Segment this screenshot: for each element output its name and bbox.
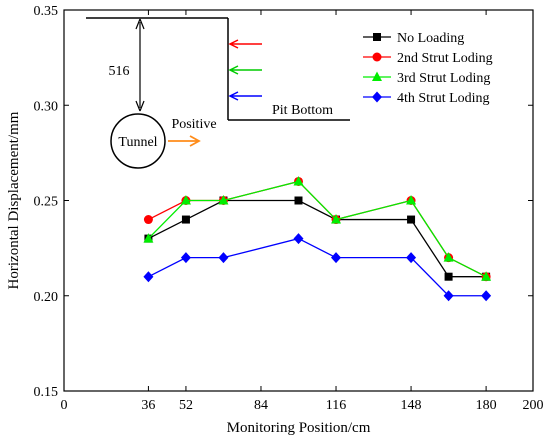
data-point: [331, 214, 342, 224]
legend-item: 2nd Strut Loding: [363, 51, 493, 66]
x-tick-label: 52: [179, 398, 193, 413]
data-point: [218, 195, 229, 205]
data-point: [443, 252, 454, 262]
data-point: [443, 290, 454, 302]
data-point: [293, 175, 304, 186]
depth-label-bg: [106, 60, 132, 80]
data-point: [331, 252, 342, 264]
y-ticks: 0.15 0.20 0.25 0.30 0.35: [34, 4, 533, 400]
data-point: [143, 215, 153, 225]
legend-label: 3rd Strut Loding: [397, 71, 490, 86]
data-point: [143, 271, 154, 283]
data-point: [180, 195, 191, 205]
data-point: [407, 215, 416, 224]
green-load-arrow-icon: [228, 65, 262, 75]
data-point: [444, 272, 453, 281]
series-line: [148, 237, 487, 297]
series-group: [143, 175, 492, 302]
pit-bottom-label: Pit Bottom: [272, 103, 333, 118]
depth-label: 516: [109, 64, 130, 79]
tunnel-label: Tunnel: [118, 135, 157, 150]
data-point: [294, 196, 303, 205]
data-point: [293, 233, 304, 245]
data-point: [218, 252, 229, 264]
x-tick-label: 84: [254, 398, 268, 413]
x-axis-label: Monitoring Position/cm: [227, 420, 371, 436]
legend-item: 4th Strut Loding: [363, 91, 490, 106]
y-tick-label: 0.15: [34, 385, 59, 400]
blue-load-arrow-icon: [228, 91, 262, 101]
y-tick-label: 0.25: [34, 195, 59, 210]
legend-label: 2nd Strut Loding: [397, 51, 493, 66]
series-line: [147, 180, 487, 278]
legend-marker: [373, 33, 381, 41]
x-tick-label: 200: [523, 398, 544, 413]
series-4: [143, 233, 492, 302]
positive-label: Positive: [171, 117, 216, 132]
data-point: [143, 233, 154, 243]
legend-label: 4th Strut Loding: [397, 91, 490, 106]
x-tick-label: 180: [476, 398, 497, 413]
schematic-inset: 516 Tunnel Positive Pit Bottom: [86, 17, 350, 169]
series-1: [144, 196, 491, 281]
data-point: [481, 290, 492, 302]
y-tick-label: 0.20: [34, 290, 59, 305]
x-tick-label: 0: [61, 398, 68, 413]
data-point: [181, 215, 190, 224]
data-point: [180, 252, 191, 264]
series-line: [148, 180, 487, 278]
x-tick-label: 148: [401, 398, 422, 413]
x-ticks: 0 36 52 84 116 148 180 200: [61, 10, 544, 413]
legend: No Loading 2nd Strut Loding 3rd Strut Lodi…: [363, 31, 493, 106]
series-2: [143, 176, 491, 282]
positive-arrow-icon: [168, 135, 201, 147]
x-tick-label: 116: [326, 398, 346, 413]
series-line: [148, 199, 487, 278]
y-tick-label: 0.30: [34, 99, 59, 114]
data-point: [481, 271, 492, 281]
series-3: [143, 175, 492, 281]
legend-marker: [372, 52, 382, 62]
legend-item: 3rd Strut Loding: [363, 71, 490, 86]
depth-arrowhead-top-icon: [135, 18, 145, 30]
y-tick-label: 0.35: [34, 4, 59, 19]
tunnel-circle: [110, 113, 166, 169]
legend-label: No Loading: [397, 31, 464, 46]
y-axis-label: Horizontal Displacement/mm: [6, 111, 22, 289]
legend-item: No Loading: [363, 31, 464, 46]
x-tick-label: 36: [141, 398, 155, 413]
red-load-arrow-icon: [228, 39, 262, 49]
legend-marker: [372, 91, 382, 103]
legend-marker: [372, 71, 382, 81]
depth-arrowhead-bottom-icon: [135, 100, 145, 112]
data-point: [406, 195, 417, 205]
data-point: [406, 252, 417, 264]
